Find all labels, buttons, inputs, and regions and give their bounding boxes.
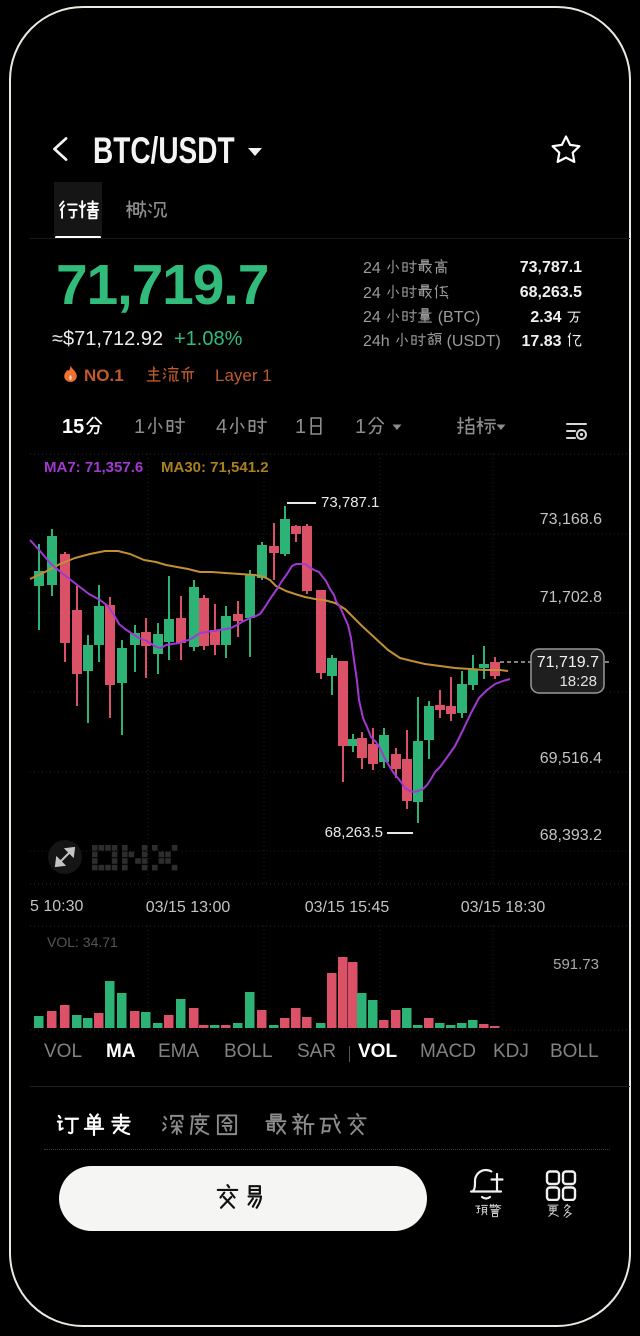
svg-text:71,719.7: 71,719.7 bbox=[537, 654, 599, 671]
svg-text:69,516.4: 69,516.4 bbox=[540, 750, 602, 767]
svg-text:03/15 15:45: 03/15 15:45 bbox=[305, 899, 390, 916]
svg-text:VOL: 34.71: VOL: 34.71 bbox=[47, 934, 118, 950]
svg-text:18:28: 18:28 bbox=[559, 673, 597, 690]
svg-text:71,702.8: 71,702.8 bbox=[540, 589, 602, 606]
svg-text:68,263.5: 68,263.5 bbox=[325, 824, 383, 841]
svg-text:03/15 13:00: 03/15 13:00 bbox=[146, 899, 231, 916]
svg-text:03/15 18:30: 03/15 18:30 bbox=[461, 899, 546, 916]
svg-text:591.73: 591.73 bbox=[553, 956, 599, 973]
svg-text:5 10:30: 5 10:30 bbox=[30, 898, 83, 915]
svg-text:68,393.2: 68,393.2 bbox=[540, 827, 602, 844]
svg-text:73,168.6: 73,168.6 bbox=[540, 511, 602, 528]
svg-text:73,787.1: 73,787.1 bbox=[321, 494, 379, 511]
